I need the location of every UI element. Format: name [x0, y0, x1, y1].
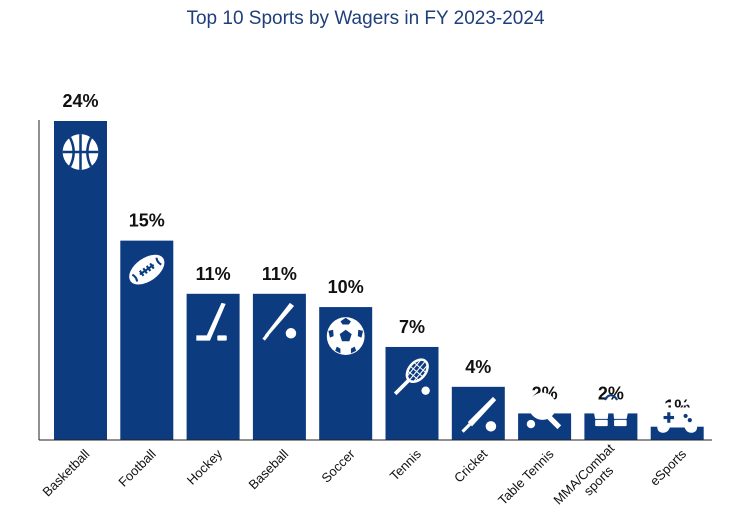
tick-label: Hockey	[184, 446, 226, 488]
tick-label-line: Baseball	[245, 446, 291, 492]
tick-label-line: Soccer	[318, 446, 358, 486]
tick-label-line: Football	[115, 446, 158, 489]
tick-label: Cricket	[451, 446, 490, 485]
soccer-ball-icon	[326, 317, 365, 355]
bar-hockey	[186, 293, 240, 440]
bar-mma-combat-sports	[584, 413, 638, 440]
value-label: 7%	[399, 317, 425, 337]
bar-baseball	[252, 293, 306, 440]
tick-label-line: eSports	[647, 446, 690, 489]
tick-label-line: Hockey	[184, 446, 226, 488]
tick-label: Football	[115, 446, 158, 489]
tick-label: eSports	[647, 446, 690, 489]
tick-label: Basketball	[39, 446, 92, 499]
tick-label: Baseball	[245, 446, 291, 492]
basketball-icon	[61, 132, 100, 172]
tick-label-line: Basketball	[39, 446, 92, 499]
bar-basketball	[54, 121, 107, 440]
tick-label-line: Table Tennis	[495, 446, 557, 508]
chart-title: Top 10 Sports by Wagers in FY 2023-2024	[186, 8, 545, 29]
tick-label: Soccer	[318, 446, 358, 486]
value-label: 15%	[129, 211, 165, 231]
value-label: 4%	[465, 357, 491, 377]
tick-label-line: Cricket	[451, 446, 490, 485]
tick-label-line: Tennis	[387, 446, 425, 484]
tick-label: Table Tennis	[495, 446, 557, 508]
bar-tennis	[385, 346, 439, 440]
value-label: 11%	[196, 264, 231, 284]
tick-label: Tennis	[387, 446, 425, 484]
value-label: 10%	[328, 277, 364, 297]
value-label: 11%	[262, 264, 297, 284]
value-label: 24%	[62, 91, 98, 111]
